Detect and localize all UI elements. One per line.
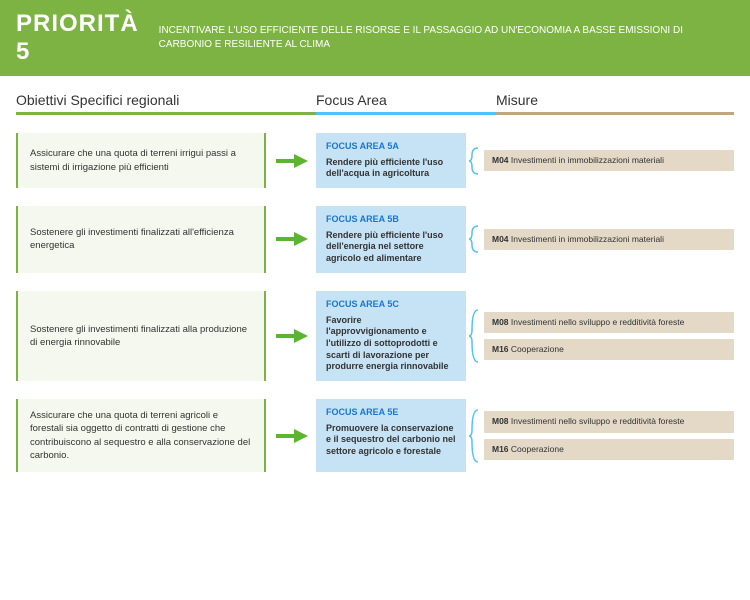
brace-cell	[466, 206, 484, 273]
measure-item: M16 Cooperazione	[484, 339, 734, 360]
focus-area-title: FOCUS AREA 5B	[326, 214, 456, 226]
arrow-cell	[266, 133, 316, 188]
measures-list: M08 Investimenti nello sviluppo e reddit…	[484, 291, 734, 381]
objective-box: Sostenere gli investimenti finalizzati a…	[16, 291, 266, 381]
objective-box: Assicurare che una quota di terreni irri…	[16, 133, 266, 188]
brace-cell	[466, 133, 484, 188]
brace-cell	[466, 291, 484, 381]
focus-area-box: FOCUS AREA 5C Favorire l'approvvigionamen…	[316, 291, 466, 381]
arrow-icon	[274, 152, 308, 170]
col-header-objectives: Obiettivi Specifici regionali	[16, 92, 316, 115]
focus-area-text: Rendere più efficiente l'uso dell'acqua …	[326, 157, 456, 180]
arrow-icon	[274, 327, 308, 345]
focus-area-box: FOCUS AREA 5E Promuovere la conservazione…	[316, 399, 466, 472]
brace-icon	[468, 408, 482, 464]
diagram-row: Sostenere gli investimenti finalizzati a…	[16, 206, 734, 273]
diagram-row: Sostenere gli investimenti finalizzati a…	[16, 291, 734, 381]
header-banner: PRIORITÀ 5 INCENTIVARE L'USO EFFICIENTE …	[0, 0, 750, 76]
measure-code: M08	[492, 317, 509, 327]
focus-area-title: FOCUS AREA 5C	[326, 299, 456, 311]
measure-code: M04	[492, 155, 509, 165]
focus-area-box: FOCUS AREA 5B Rendere più efficiente l'us…	[316, 206, 466, 273]
measures-list: M08 Investimenti nello sviluppo e reddit…	[484, 399, 734, 472]
brace-icon	[468, 224, 482, 254]
measure-item: M16 Cooperazione	[484, 439, 734, 460]
arrow-cell	[266, 206, 316, 273]
focus-area-text: Rendere più efficiente l'uso dell'energi…	[326, 230, 456, 265]
focus-area-text: Promuovere la conservazione e il sequest…	[326, 423, 456, 458]
measure-label: Cooperazione	[509, 444, 564, 454]
objective-box: Sostenere gli investimenti finalizzati a…	[16, 206, 266, 273]
arrow-icon	[274, 230, 308, 248]
measure-item: M04 Investimenti in immobilizzazioni mat…	[484, 150, 734, 171]
measure-code: M08	[492, 416, 509, 426]
focus-area-text: Favorire l'approvvigionamento e l'utiliz…	[326, 315, 456, 373]
focus-area-title: FOCUS AREA 5E	[326, 407, 456, 419]
focus-area-box: FOCUS AREA 5A Rendere più efficiente l'us…	[316, 133, 466, 188]
brace-icon	[468, 146, 482, 176]
header-subtitle: INCENTIVARE L'USO EFFICIENTE DELLE RISOR…	[159, 24, 734, 52]
measure-code: M16	[492, 444, 509, 454]
objective-box: Assicurare che una quota di terreni agri…	[16, 399, 266, 472]
arrow-cell	[266, 399, 316, 472]
brace-cell	[466, 399, 484, 472]
measure-label: Investimenti nello sviluppo e redditivit…	[509, 317, 685, 327]
brace-icon	[468, 308, 482, 364]
diagram-row: Assicurare che una quota di terreni agri…	[16, 399, 734, 472]
measure-label: Cooperazione	[509, 344, 564, 354]
col-header-measures: Misure	[496, 92, 734, 115]
diagram-row: Assicurare che una quota di terreni irri…	[16, 133, 734, 188]
arrow-icon	[274, 427, 308, 445]
focus-area-title: FOCUS AREA 5A	[326, 141, 456, 153]
measure-code: M16	[492, 344, 509, 354]
measures-list: M04 Investimenti in immobilizzazioni mat…	[484, 206, 734, 273]
arrow-cell	[266, 291, 316, 381]
measure-item: M04 Investimenti in immobilizzazioni mat…	[484, 229, 734, 250]
measure-label: Investimenti nello sviluppo e redditivit…	[509, 416, 685, 426]
measures-list: M04 Investimenti in immobilizzazioni mat…	[484, 133, 734, 188]
measure-item: M08 Investimenti nello sviluppo e reddit…	[484, 411, 734, 432]
measure-label: Investimenti in immobilizzazioni materia…	[509, 234, 664, 244]
rows-container: Assicurare che una quota di terreni irri…	[0, 133, 750, 472]
header-title: PRIORITÀ 5	[16, 10, 139, 66]
measure-item: M08 Investimenti nello sviluppo e reddit…	[484, 312, 734, 333]
col-header-focus: Focus Area	[316, 92, 496, 115]
measure-label: Investimenti in immobilizzazioni materia…	[509, 155, 664, 165]
column-headers: Obiettivi Specifici regionali Focus Area…	[0, 92, 750, 115]
measure-code: M04	[492, 234, 509, 244]
